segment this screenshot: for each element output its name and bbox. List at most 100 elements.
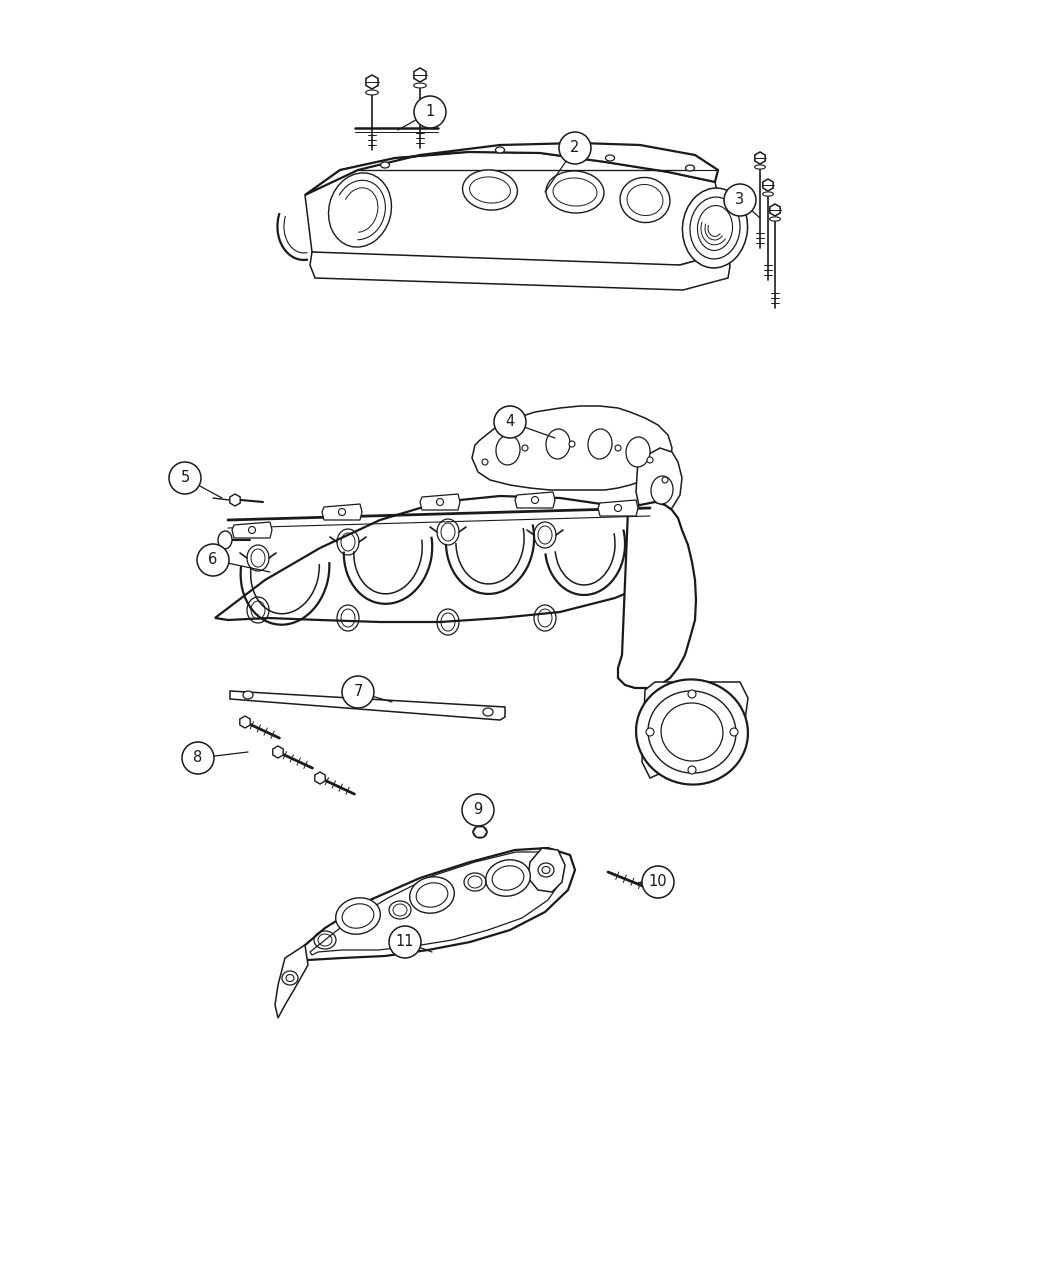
Ellipse shape: [553, 179, 597, 207]
Ellipse shape: [662, 703, 723, 761]
Ellipse shape: [647, 456, 653, 463]
Polygon shape: [514, 492, 555, 507]
Circle shape: [169, 462, 201, 493]
Circle shape: [342, 676, 374, 708]
Ellipse shape: [410, 877, 455, 913]
Ellipse shape: [686, 164, 694, 171]
Circle shape: [494, 405, 526, 439]
Polygon shape: [642, 682, 748, 778]
Ellipse shape: [614, 505, 622, 511]
Text: 8: 8: [193, 751, 203, 765]
Ellipse shape: [486, 859, 530, 896]
Text: 1: 1: [425, 105, 435, 120]
Circle shape: [388, 926, 421, 958]
Polygon shape: [239, 717, 250, 728]
Ellipse shape: [662, 477, 668, 483]
Circle shape: [182, 742, 214, 774]
Polygon shape: [232, 521, 272, 538]
Polygon shape: [762, 179, 773, 191]
Polygon shape: [420, 493, 460, 510]
Polygon shape: [310, 252, 730, 289]
Ellipse shape: [690, 198, 740, 259]
Ellipse shape: [286, 974, 294, 982]
Polygon shape: [215, 496, 672, 622]
Ellipse shape: [338, 509, 345, 515]
Ellipse shape: [621, 177, 670, 223]
Ellipse shape: [243, 691, 253, 699]
Text: 5: 5: [181, 470, 190, 486]
Ellipse shape: [483, 708, 493, 717]
Polygon shape: [366, 75, 378, 89]
Ellipse shape: [496, 435, 520, 465]
Text: 11: 11: [396, 935, 415, 950]
Polygon shape: [322, 504, 362, 520]
Circle shape: [559, 133, 591, 164]
Polygon shape: [598, 500, 638, 516]
Ellipse shape: [546, 171, 604, 213]
Ellipse shape: [414, 83, 426, 88]
Polygon shape: [310, 852, 562, 955]
Polygon shape: [528, 848, 565, 892]
Ellipse shape: [762, 193, 774, 196]
Polygon shape: [472, 405, 672, 490]
Ellipse shape: [496, 147, 504, 153]
Text: 3: 3: [735, 193, 744, 208]
Polygon shape: [315, 771, 326, 784]
Ellipse shape: [437, 499, 443, 505]
Ellipse shape: [538, 863, 554, 877]
Ellipse shape: [627, 185, 663, 215]
Circle shape: [642, 866, 674, 898]
Text: 10: 10: [649, 875, 668, 890]
Text: 6: 6: [208, 552, 217, 567]
Polygon shape: [755, 152, 765, 164]
Ellipse shape: [682, 187, 748, 268]
Ellipse shape: [522, 445, 528, 451]
Ellipse shape: [588, 428, 612, 459]
Ellipse shape: [770, 217, 780, 221]
Ellipse shape: [472, 826, 487, 838]
Circle shape: [462, 794, 493, 826]
Ellipse shape: [646, 728, 654, 736]
Circle shape: [197, 544, 229, 576]
Polygon shape: [230, 691, 505, 720]
Ellipse shape: [477, 829, 483, 835]
Polygon shape: [304, 152, 730, 272]
Ellipse shape: [755, 164, 765, 170]
Ellipse shape: [688, 690, 696, 697]
Ellipse shape: [606, 156, 614, 161]
Polygon shape: [414, 68, 426, 82]
Ellipse shape: [336, 898, 380, 935]
Polygon shape: [618, 502, 696, 688]
Circle shape: [414, 96, 446, 128]
Ellipse shape: [697, 205, 733, 250]
Ellipse shape: [482, 459, 488, 465]
Polygon shape: [304, 143, 718, 195]
Ellipse shape: [648, 691, 736, 773]
Polygon shape: [275, 945, 308, 1017]
Ellipse shape: [380, 162, 390, 168]
Ellipse shape: [218, 530, 232, 550]
Text: 2: 2: [570, 140, 580, 156]
Ellipse shape: [492, 866, 524, 890]
Ellipse shape: [542, 867, 550, 873]
Ellipse shape: [469, 177, 510, 203]
Ellipse shape: [636, 680, 748, 784]
Polygon shape: [472, 826, 487, 838]
Text: 7: 7: [353, 685, 362, 700]
Ellipse shape: [282, 972, 298, 986]
Text: 4: 4: [505, 414, 514, 430]
Polygon shape: [273, 746, 284, 759]
Ellipse shape: [626, 437, 650, 467]
Polygon shape: [282, 848, 575, 1000]
Ellipse shape: [342, 904, 374, 928]
Ellipse shape: [569, 441, 575, 448]
Ellipse shape: [651, 476, 673, 504]
Ellipse shape: [329, 173, 392, 247]
Polygon shape: [636, 448, 682, 515]
Circle shape: [724, 184, 756, 215]
Ellipse shape: [546, 428, 570, 459]
Text: 9: 9: [474, 802, 483, 817]
Ellipse shape: [463, 170, 518, 210]
Ellipse shape: [531, 496, 539, 504]
Ellipse shape: [730, 728, 738, 736]
